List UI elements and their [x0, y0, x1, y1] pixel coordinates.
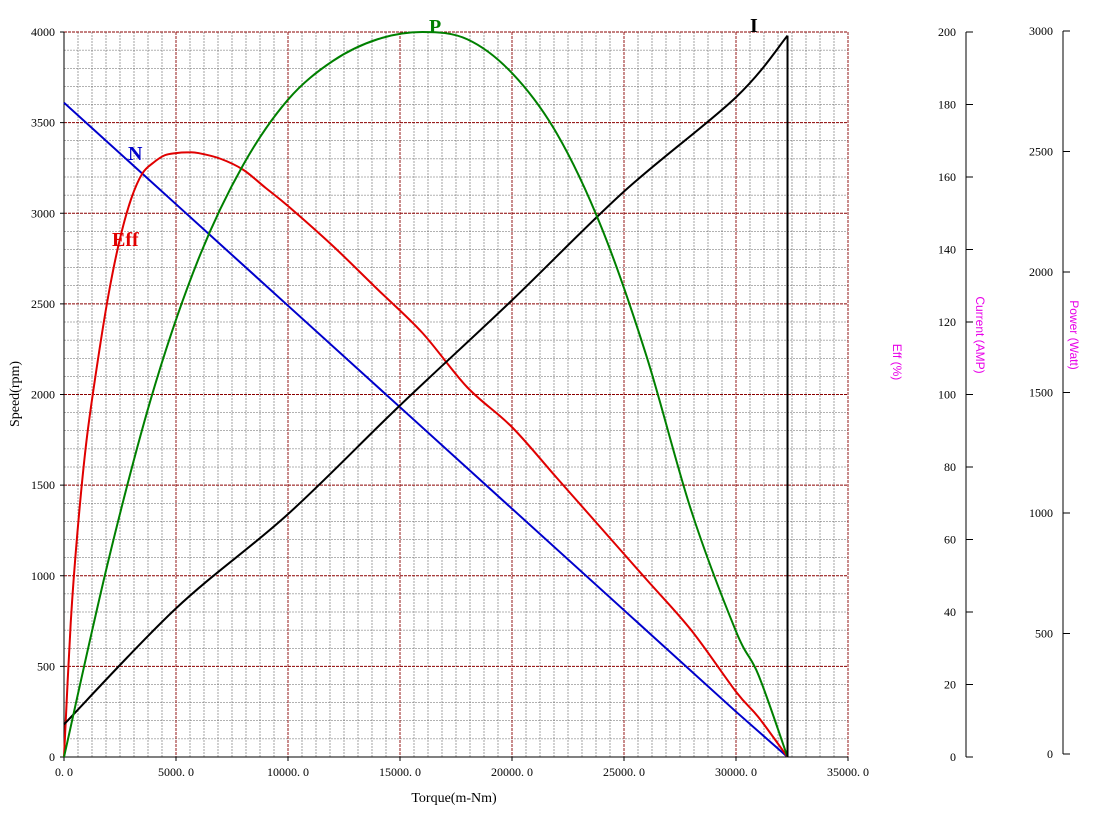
grid [63, 31, 849, 758]
power-tick-label: 3000 [1029, 24, 1053, 38]
x-tick-label: 20000. 0 [491, 765, 533, 779]
y-tick-label: 1500 [31, 478, 55, 492]
y-tick-label: 500 [37, 659, 55, 673]
y-tick-label: 2000 [31, 388, 55, 402]
eff-current-tick-label: 80 [944, 460, 956, 474]
x-axis: 0. 0 5000. 0 10000. 0 15000. 0 20000. 0 25000… [55, 756, 869, 779]
eff-current-tick-label: 60 [944, 533, 956, 547]
eff-current-tick-label: 200 [938, 25, 956, 39]
x-tick-label: 5000. 0 [158, 765, 194, 779]
series-i-line [63, 34, 789, 726]
series-n-line [63, 101, 789, 758]
y-tick-label: 3500 [31, 116, 55, 130]
x-tick-label: 15000. 0 [379, 765, 421, 779]
current-axis-title: Current (AMP) [973, 296, 987, 373]
power-tick-label: 500 [1035, 627, 1053, 641]
x-axis-title: Torque(m-Nm) [411, 791, 497, 806]
y-tick-label: 1000 [31, 569, 55, 583]
series-label-n: N [128, 143, 143, 165]
power-tick-label: 2000 [1029, 265, 1053, 279]
series-label-i: I [750, 15, 758, 37]
y-tick-label: 2500 [31, 297, 55, 311]
x-tick-label: 0. 0 [55, 765, 73, 779]
eff-current-tick-label: 140 [938, 243, 956, 257]
x-tick-label: 35000. 0 [827, 765, 869, 779]
secondary-axes: 0204060801001201401601802000500100015002… [938, 24, 1070, 764]
power-axis-title: Power (Watt) [1067, 300, 1081, 370]
x-tick-label: 25000. 0 [603, 765, 645, 779]
series-p-line [63, 30, 789, 758]
series-label-eff: Eff [112, 229, 139, 251]
power-tick-label: 2500 [1029, 145, 1053, 159]
eff-current-tick-label: 20 [944, 678, 956, 692]
x-tick-label: 10000. 0 [267, 765, 309, 779]
eff-current-tick-label: 160 [938, 170, 956, 184]
series-label-p: P [429, 16, 441, 38]
power-tick-label: 1000 [1029, 506, 1053, 520]
eff-current-tick-label: 180 [938, 98, 956, 112]
y-axis-speed: 0 500 1000 1500 2000 2500 3000 3500 4000 [31, 25, 65, 764]
eff-current-tick-label: 120 [938, 315, 956, 329]
eff-current-tick-label: 40 [944, 605, 956, 619]
power-tick-label: 0 [1047, 747, 1053, 761]
y-tick-label: 0 [49, 750, 55, 764]
x-tick-label: 30000. 0 [715, 765, 757, 779]
y-tick-label: 4000 [31, 25, 55, 39]
y-axis-title: Speed(rpm) [8, 361, 23, 427]
series-eff-line [63, 151, 789, 758]
y-tick-label: 3000 [31, 206, 55, 220]
eff-current-tick-label: 0 [950, 750, 956, 764]
eff-axis-title: Eff (%) [890, 344, 904, 380]
power-tick-label: 1500 [1029, 386, 1053, 400]
eff-current-tick-label: 100 [938, 388, 956, 402]
series-lines [63, 30, 789, 758]
